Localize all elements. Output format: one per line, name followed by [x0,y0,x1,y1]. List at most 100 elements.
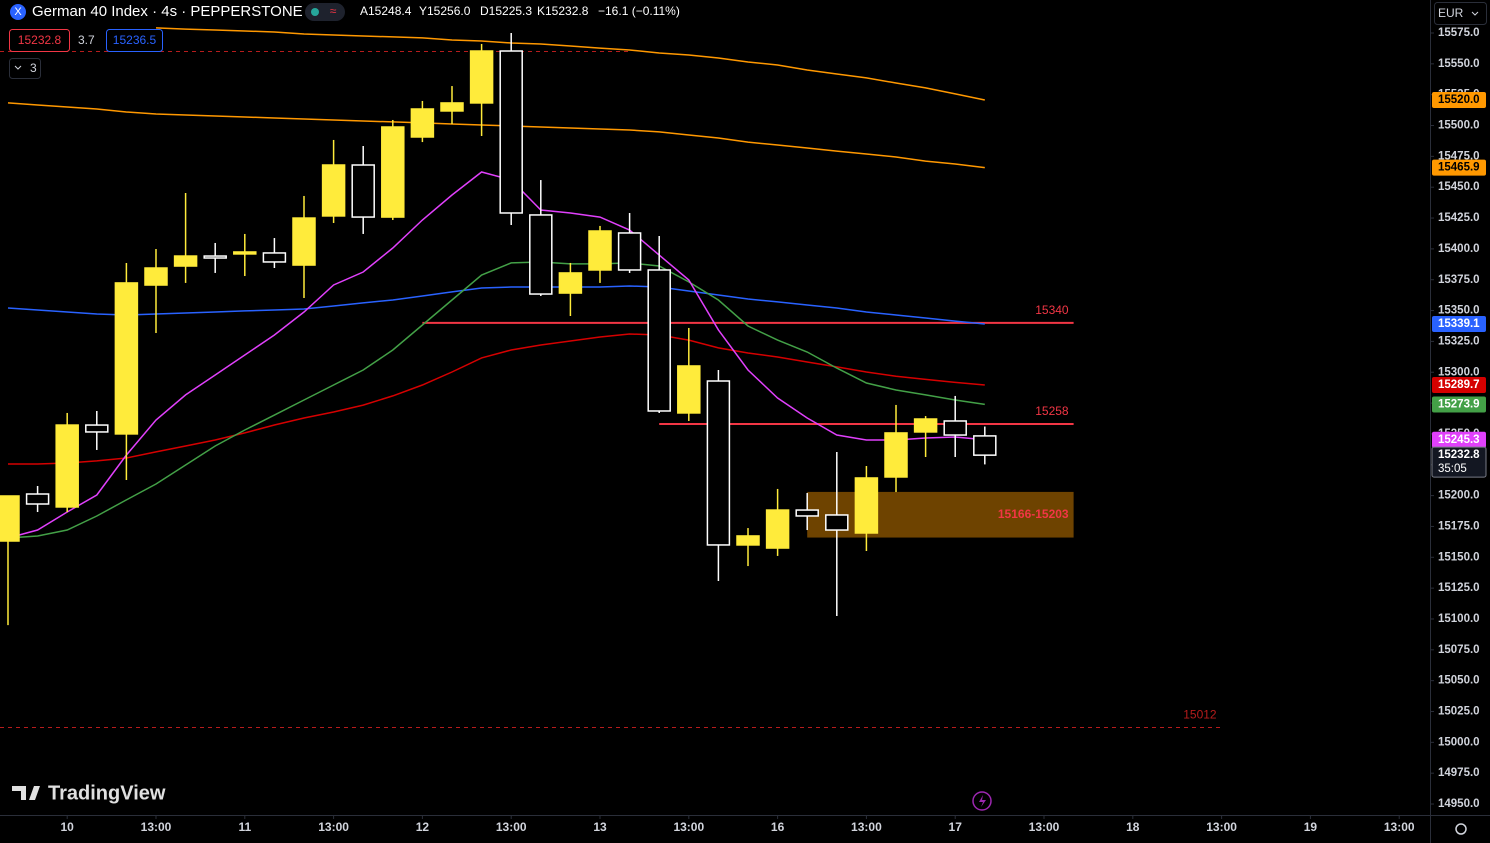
buy-price: 15236.5 [113,33,157,47]
x-tick-label: 13:00 [851,820,882,834]
plot-area: 15340 15258 15012 15166-15203 [0,27,1222,729]
y-tick-label: 15125.0 [1438,582,1480,594]
y-tick-label: 15550.0 [1438,58,1480,70]
y-tick-label: 15000.0 [1438,736,1480,748]
candle-body [173,255,198,267]
level-label: 15340 [1035,303,1069,317]
x-tick-label: 17 [949,820,963,834]
watermark-logo [12,786,40,800]
candle-body [617,232,642,271]
candle-body [440,102,464,112]
moving-average [7,102,985,169]
y-tick-label: 15375.0 [1438,274,1480,286]
candle-body [292,217,316,266]
price-tag-label: 15520.0 [1438,94,1480,106]
candle-body [0,495,20,542]
y-tick-label: 15575.0 [1438,27,1480,39]
settings-icon[interactable] [1455,823,1467,835]
candle-body [410,108,435,138]
candle-body [913,418,938,433]
candle-body [233,251,257,255]
moving-average [7,285,985,325]
close-value: K15232.8 [537,4,589,18]
price-tag-label: 15273.9 [1438,398,1480,410]
indicator-count: 3 [30,61,37,75]
currency: EUR [1438,6,1464,20]
candle-body [351,164,375,218]
y-tick-label: 15450.0 [1438,181,1480,193]
price-tag [1432,431,1486,448]
x-tick-label: 13:00 [1206,820,1237,834]
y-tick-label: 15075.0 [1438,644,1480,656]
candle-body [85,424,109,433]
candle-body [854,477,879,534]
buy-button[interactable] [106,29,163,52]
x-tick-label: 13:00 [141,820,172,834]
spread: 3.7 [78,33,95,47]
candle-body [25,493,50,505]
open-value: A15248.4 [360,4,412,18]
x-tick-label: 16 [771,820,785,834]
price-tag-label: 15289.7 [1438,379,1480,391]
axes: 14950.0 14975.0 15000.0 15025.0 15050.0 15075… [61,27,1487,834]
candle-body [973,435,997,456]
watermark: TradingView [48,782,166,804]
x-tick-label: 13:00 [496,820,527,834]
alert-icon[interactable] [972,791,992,811]
candle-body [884,432,908,478]
price-tag [1432,159,1486,176]
candle-body [765,509,790,549]
status-pill[interactable] [305,3,345,21]
candle-body [144,267,168,286]
candle-body [825,514,849,531]
zone [807,491,1074,538]
x-tick-label: 13:00 [1029,820,1060,834]
y-tick-label: 15200.0 [1438,490,1480,502]
candle-body [795,509,819,517]
x-tick-label: 13:00 [318,820,349,834]
symbol-icon[interactable] [10,4,26,20]
market-status [311,8,319,16]
level-label: 15258 [1035,404,1069,418]
candle-body [736,535,760,546]
symbol-title[interactable]: German 40 Index · 4s · PEPPERSTONE [32,3,303,20]
candle-body [203,255,227,259]
indicators-toggle[interactable] [9,58,41,79]
x-tick-label: 13 [593,820,607,834]
y-tick-label: 15175.0 [1438,520,1480,532]
currency-select[interactable] [1434,2,1487,25]
symbol-icon-glyph: X [14,6,22,18]
y-tick-label: 15350.0 [1438,305,1480,317]
countdown: 35:05 [1438,463,1467,475]
chevron [1471,11,1479,16]
candle-body [677,365,701,414]
price-tag [1432,316,1486,333]
y-tick-label: 15050.0 [1438,675,1480,687]
y-tick-label: 15325.0 [1438,335,1480,347]
candle-body [558,272,583,294]
change-value: −16.1 (−0.11%) [598,4,680,18]
candle-body [647,269,671,412]
y-tick-label: 15100.0 [1438,613,1480,625]
candle-body [55,424,79,508]
x-tick-label: 12 [416,820,430,834]
x-tick-label: 13:00 [1384,820,1415,834]
y-tick-label: 15475.0 [1438,150,1480,162]
moving-average [8,333,985,465]
candle-body [588,230,612,271]
candle-body [381,126,405,218]
last-price-tag [1431,446,1487,478]
sell-price: 15232.8 [18,33,62,47]
price-tag-label: 15339.1 [1438,318,1480,330]
x-tick-label: 19 [1304,820,1318,834]
y-tick-label: 14975.0 [1438,767,1480,779]
price-tag [1432,396,1486,413]
y-tick-label: 15300.0 [1438,366,1480,378]
candle-body [943,420,967,436]
alert-glyph [979,795,986,807]
sell-button[interactable] [9,29,70,52]
price-tag-label: 15245.3 [1438,434,1480,446]
x-tick-label: 11 [238,820,251,834]
